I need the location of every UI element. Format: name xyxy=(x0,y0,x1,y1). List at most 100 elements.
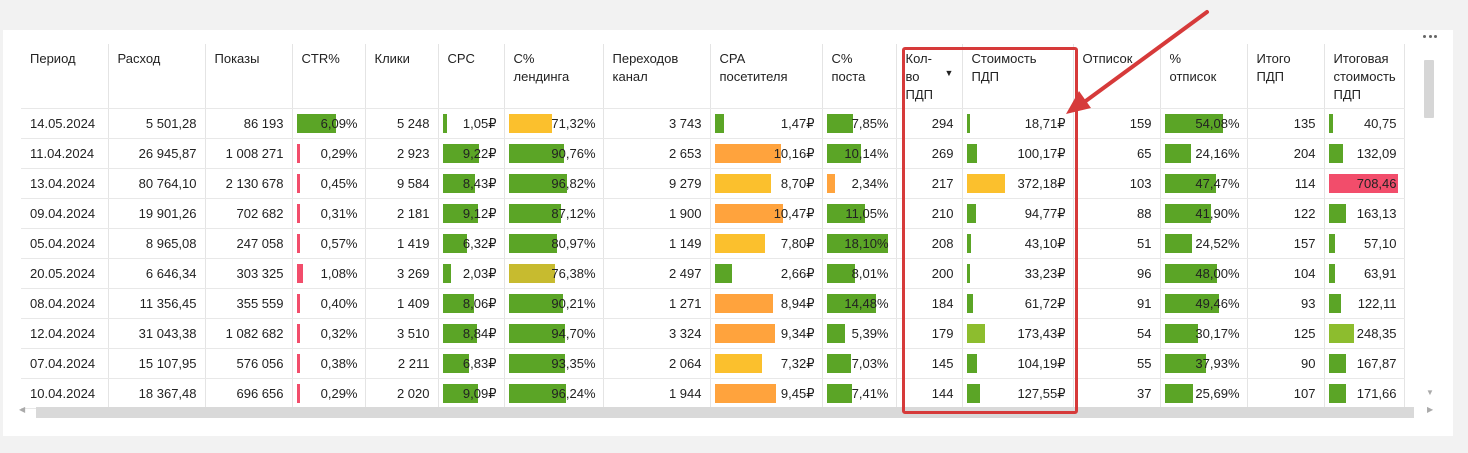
scroll-left-arrow-icon[interactable]: ◀ xyxy=(19,405,26,414)
table-row[interactable]: 14.05.2024 5 501,28 86 193 6,09% 5 248 1,05₽ 7… xyxy=(21,108,1405,139)
cell-value: 8,70₽ xyxy=(780,176,815,191)
column-header-ctr[interactable]: CTR% xyxy=(292,44,366,109)
cell-value: 63,91 xyxy=(1363,266,1397,281)
table-row[interactable]: 05.04.2024 8 965,08 247 058 0,57% 1 419 6,32₽… xyxy=(21,228,1405,259)
table-row[interactable]: 11.04.2024 26 945,87 1 008 271 0,29% 2 923 9,… xyxy=(21,138,1405,169)
bar-cell-pdp-cost: 43,10₽ xyxy=(962,228,1074,259)
column-header-unsub-percent[interactable]: % отписок xyxy=(1160,44,1248,109)
column-header-expense[interactable]: Расход xyxy=(108,44,206,109)
column-header-impressions[interactable]: Показы xyxy=(205,44,293,109)
cell-value: 0,32% xyxy=(320,326,358,341)
bar-cell-post-conv: 8,01% xyxy=(822,258,897,289)
bar-cell-pdp-cost: 100,17₽ xyxy=(962,138,1074,169)
cell-channel-visits: 3 324 xyxy=(603,318,711,349)
sort-descending-icon[interactable]: ▼ xyxy=(944,68,954,78)
cell-value: 30,17% xyxy=(1195,326,1240,341)
cell-total-pdp: 157 xyxy=(1247,228,1325,259)
cell-value: 96,24% xyxy=(551,386,596,401)
column-header-total-pdp-cost[interactable]: Итоговая стоимость ПДП xyxy=(1324,44,1405,109)
column-header-unsubscribes[interactable]: Отписок xyxy=(1073,44,1161,109)
bar-cell-ctr: 1,08% xyxy=(292,258,366,289)
table-row[interactable]: 09.04.2024 19 901,26 702 682 0,31% 2 181 9,12… xyxy=(21,198,1405,229)
data-bar xyxy=(966,324,985,343)
data-bar xyxy=(1328,384,1346,403)
column-header-label: Стоимость ПДП xyxy=(971,51,1037,84)
cell-unsubscribes: 91 xyxy=(1073,288,1161,319)
cell-value: 1,08% xyxy=(320,266,358,281)
column-header-cpc[interactable]: CPC xyxy=(438,44,505,109)
vertical-scrollbar-thumb[interactable] xyxy=(1424,60,1434,118)
cell-unsubscribes: 96 xyxy=(1073,258,1161,289)
cell-value: 122,11 xyxy=(1357,296,1397,311)
column-header-total-pdp[interactable]: Итого ПДП xyxy=(1247,44,1325,109)
data-bar xyxy=(296,324,300,343)
cell-value: 0,57% xyxy=(320,236,358,251)
cell-value: 0,29% xyxy=(320,146,358,161)
scroll-right-arrow-icon[interactable]: ▶ xyxy=(1427,405,1434,414)
bar-cell-post-conv: 7,03% xyxy=(822,348,897,379)
column-header-clicks[interactable]: Клики xyxy=(365,44,439,109)
bar-cell-ctr: 0,29% xyxy=(292,138,366,169)
table-row[interactable]: 07.04.2024 15 107,95 576 056 0,38% 2 211 6,83… xyxy=(21,348,1405,379)
cell-clicks: 5 248 xyxy=(365,108,439,139)
column-header-label: Переходов канал xyxy=(612,51,679,84)
data-bar xyxy=(1328,174,1398,193)
cell-date: 12.04.2024 xyxy=(21,318,109,349)
bar-cell-ctr: 6,09% xyxy=(292,108,366,139)
table-row[interactable]: 08.04.2024 11 356,45 355 559 0,40% 1 409 8,06… xyxy=(21,288,1405,319)
bar-cell-post-conv: 7,41% xyxy=(822,378,897,409)
table-row[interactable]: 10.04.2024 18 367,48 696 656 0,29% 2 020 9,09… xyxy=(21,378,1405,409)
table-row[interactable]: 12.04.2024 31 043,38 1 082 682 0,32% 3 510 8,… xyxy=(21,318,1405,349)
bar-cell-cpa-visitor: 7,32₽ xyxy=(710,348,823,379)
table-row[interactable]: 13.04.2024 80 764,10 2 130 678 0,45% 9 584 8,… xyxy=(21,168,1405,199)
cell-date: 11.04.2024 xyxy=(21,138,109,169)
data-bar xyxy=(1164,354,1206,373)
cell-date: 07.04.2024 xyxy=(21,348,109,379)
bar-cell-unsub-percent: 24,52% xyxy=(1160,228,1248,259)
data-bar xyxy=(442,114,447,133)
column-header-cpa-visitor[interactable]: CPA посетителя xyxy=(710,44,823,109)
cell-expense: 19 901,26 xyxy=(108,198,206,229)
table-row[interactable]: 20.05.2024 6 646,34 303 325 1,08% 3 269 2,03₽… xyxy=(21,258,1405,289)
horizontal-scrollbar-thumb[interactable] xyxy=(36,407,1414,418)
data-bar xyxy=(1164,264,1217,283)
cell-value: 11,05% xyxy=(845,206,889,221)
column-header-label: Итого ПДП xyxy=(1256,51,1291,84)
column-header-label: Клики xyxy=(374,51,410,66)
bar-cell-pdp-cost: 372,18₽ xyxy=(962,168,1074,199)
more-options-icon[interactable] xyxy=(1423,32,1437,40)
cell-impressions: 247 058 xyxy=(205,228,293,259)
cell-value: 708,46 xyxy=(1356,176,1397,191)
cell-channel-visits: 3 743 xyxy=(603,108,711,139)
scroll-down-arrow-icon[interactable]: ▼ xyxy=(1426,388,1434,397)
column-header-landing-conv[interactable]: С% лендинга xyxy=(504,44,604,109)
column-header-pdp-count[interactable]: Кол- во ПДП ▼ xyxy=(896,44,963,109)
cell-expense: 11 356,45 xyxy=(108,288,206,319)
bar-cell-cpc: 9,22₽ xyxy=(438,138,505,169)
data-bar xyxy=(1328,264,1335,283)
cell-value: 90,76% xyxy=(551,146,596,161)
cell-channel-visits: 2 064 xyxy=(603,348,711,379)
column-header-pdp-cost[interactable]: Стоимость ПДП xyxy=(962,44,1074,109)
cell-total-pdp: 90 xyxy=(1247,348,1325,379)
cell-pdp-count: 294 xyxy=(896,108,963,139)
data-bar xyxy=(966,174,1005,193)
data-bar xyxy=(966,144,977,163)
cell-value: 96,82% xyxy=(551,176,596,191)
cell-value: 132,09 xyxy=(1356,146,1397,161)
bar-cell-post-conv: 2,34% xyxy=(822,168,897,199)
bar-cell-landing-conv: 87,12% xyxy=(504,198,604,229)
bar-cell-total-pdp-cost: 132,09 xyxy=(1324,138,1405,169)
bar-cell-landing-conv: 94,70% xyxy=(504,318,604,349)
column-header-period[interactable]: Период xyxy=(21,44,109,109)
data-bar xyxy=(966,384,980,403)
cell-impressions: 355 559 xyxy=(205,288,293,319)
data-bar xyxy=(1328,294,1341,313)
column-header-channel-visits[interactable]: Переходов канал xyxy=(603,44,711,109)
cell-value: 1,47₽ xyxy=(780,116,815,131)
cell-value: 0,31% xyxy=(320,206,358,221)
data-bar xyxy=(714,204,783,223)
column-header-post-conv[interactable]: С% поста xyxy=(822,44,897,109)
cell-value: 10,14% xyxy=(844,146,889,161)
bar-cell-cpa-visitor: 8,70₽ xyxy=(710,168,823,199)
